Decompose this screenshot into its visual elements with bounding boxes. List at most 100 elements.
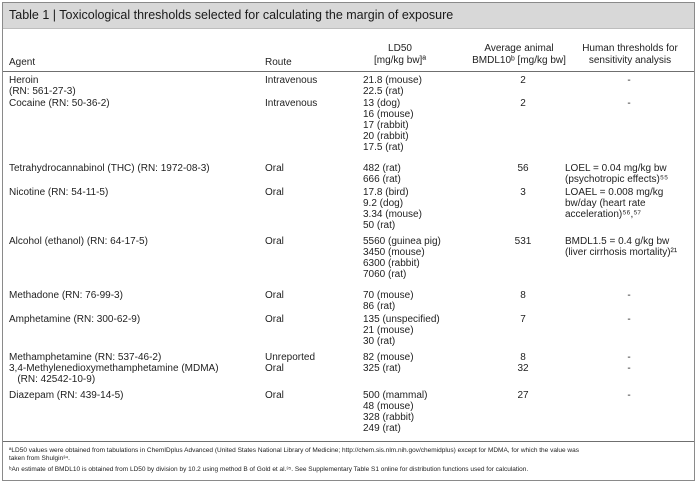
route-cell: Oral bbox=[265, 290, 284, 301]
ld50-cell-line: 70 (mouse) bbox=[363, 290, 414, 301]
ld50-cell-line: 328 (rabbit) bbox=[363, 412, 415, 423]
header-human: Human thresholds for sensitivity analysi… bbox=[571, 43, 689, 67]
ld50-cell-line: 22.5 (rat) bbox=[363, 86, 404, 97]
ld50-cell: 70 (mouse) 86 (rat) bbox=[341, 290, 463, 312]
human-threshold-cell-line: - bbox=[627, 363, 631, 374]
human-threshold-cell-line: acceleration)⁵⁶,⁵⁷ bbox=[565, 209, 642, 220]
human-threshold-cell-line: (liver cirrhosis mortality)²¹ bbox=[565, 247, 678, 258]
table-frame: Table 1 | Toxicological thresholds selec… bbox=[2, 2, 695, 481]
header-human-line2: sensitivity analysis bbox=[588, 55, 672, 66]
ld50-cell-line: 135 (unspecified) bbox=[363, 314, 440, 325]
human-threshold-cell-line: - bbox=[627, 314, 631, 325]
human-threshold-cell: - bbox=[565, 98, 693, 109]
ld50-cell-line: 16 (mouse) bbox=[363, 109, 414, 120]
agent-cell: Tetrahydrocannabinol (THC) (RN: 1972-08-… bbox=[9, 163, 210, 174]
route-cell: Intravenous bbox=[265, 75, 318, 86]
table-title: Table 1 | Toxicological thresholds selec… bbox=[9, 8, 454, 22]
ld50-cell-line: 82 (mouse) bbox=[363, 352, 414, 363]
ld50-cell: 482 (rat) 666 (rat) bbox=[341, 163, 463, 185]
bmdl-cell: 8 bbox=[520, 352, 526, 363]
footer-rule bbox=[3, 441, 694, 442]
agent-cell: Nicotine (RN: 54-11-5) bbox=[9, 187, 108, 198]
human-threshold-cell: LOAEL = 0.008 mg/kg bw/day (heart rate acc… bbox=[565, 187, 693, 220]
ld50-cell: 82 (mouse) bbox=[341, 352, 463, 363]
ld50-cell-line: 17 (rabbit) bbox=[363, 120, 409, 131]
header-route: Route bbox=[265, 57, 292, 68]
agent-cell: Methadone (RN: 76-99-3) bbox=[9, 290, 123, 301]
ld50-cell: 5560 (guinea pig) 3450 (mouse) 6300 (rabbi… bbox=[341, 236, 463, 280]
route-cell: Intravenous bbox=[265, 98, 318, 109]
human-threshold-cell: - bbox=[565, 75, 693, 86]
bmdl-cell: 7 bbox=[520, 314, 526, 325]
ld50-cell-line: 6300 (rabbit) bbox=[363, 258, 420, 269]
ld50-cell-line: 9.2 (dog) bbox=[363, 198, 404, 209]
bmdl-cell: 27 bbox=[517, 390, 529, 401]
header-bmdl-line2: BMDL10ᵇ [mg/kg bw] bbox=[472, 55, 566, 66]
agent-cell: Alcohol (ethanol) (RN: 64-17-5) bbox=[9, 236, 148, 247]
human-threshold-cell: - bbox=[565, 314, 693, 325]
agent-cell-line: (RN: 42542-10-9) bbox=[9, 374, 96, 385]
agent-cell-line: Methamphetamine (RN: 537-46-2) bbox=[9, 352, 162, 363]
ld50-cell-line: 3.34 (mouse) bbox=[363, 209, 422, 220]
footnote-b: ᵇAn estimate of BMDL10 is obtained from … bbox=[9, 466, 529, 473]
bmdl-cell: 8 bbox=[520, 290, 526, 301]
route-cell: Oral bbox=[265, 363, 284, 374]
ld50-cell-line: 3450 (mouse) bbox=[363, 247, 425, 258]
ld50-cell-line: 48 (mouse) bbox=[363, 401, 414, 412]
header-bmdl: Average animal BMDL10ᵇ [mg/kg bw] bbox=[461, 43, 577, 67]
ld50-cell-line: 21.8 (mouse) bbox=[363, 75, 422, 86]
ld50-cell-line: 20 (rabbit) bbox=[363, 131, 409, 142]
ld50-cell-line: 50 (rat) bbox=[363, 220, 396, 231]
ld50-cell-line: 13 (dog) bbox=[363, 98, 401, 109]
bmdl-cell: 3 bbox=[520, 187, 526, 198]
agent-cell-line: Methadone (RN: 76-99-3) bbox=[9, 290, 123, 301]
bmdl-cell: 56 bbox=[517, 163, 529, 174]
human-threshold-cell-line: BMDL1.5 = 0.4 g/kg bw bbox=[565, 236, 670, 247]
ld50-cell-line: 86 (rat) bbox=[363, 301, 396, 312]
route-cell: Oral bbox=[265, 187, 284, 198]
ld50-cell-line: 17.5 (rat) bbox=[363, 142, 404, 153]
header-rule bbox=[3, 71, 694, 72]
ld50-cell-line: 325 (rat) bbox=[363, 363, 401, 374]
human-threshold-cell: - bbox=[565, 390, 693, 401]
ld50-cell-line: 21 (mouse) bbox=[363, 325, 414, 336]
agent-cell-line: Alcohol (ethanol) (RN: 64-17-5) bbox=[9, 236, 148, 247]
human-threshold-cell-line: - bbox=[627, 290, 631, 301]
human-threshold-cell: - bbox=[565, 363, 693, 374]
bmdl-cell: 2 bbox=[520, 98, 526, 109]
ld50-cell-line: 30 (rat) bbox=[363, 336, 396, 347]
agent-cell-line: Heroin bbox=[9, 75, 39, 86]
header-ld50: LD50 [mg/kg bw]ª bbox=[345, 43, 455, 67]
ld50-cell: 325 (rat) bbox=[341, 363, 463, 374]
title-bar: Table 1 | Toxicological thresholds selec… bbox=[3, 3, 694, 29]
ld50-cell-line: 482 (rat) bbox=[363, 163, 401, 174]
agent-cell-line: Diazepam (RN: 439-14-5) bbox=[9, 390, 124, 401]
route-cell: Oral bbox=[265, 314, 284, 325]
ld50-cell-line: 500 (mammal) bbox=[363, 390, 428, 401]
agent-cell-line: Tetrahydrocannabinol (THC) (RN: 1972-08-… bbox=[9, 163, 210, 174]
human-threshold-cell: BMDL1.5 = 0.4 g/kg bw (liver cirrhosis mo… bbox=[565, 236, 693, 258]
ld50-cell-line: 7060 (rat) bbox=[363, 269, 407, 280]
human-threshold-cell-line: bw/day (heart rate bbox=[565, 198, 646, 209]
ld50-cell-line: 666 (rat) bbox=[363, 174, 401, 185]
bmdl-cell: 32 bbox=[517, 363, 529, 374]
agent-cell: 3,4-Methylenedioxymethamphetamine (MDMA)… bbox=[9, 363, 219, 385]
header-human-line1: Human thresholds for bbox=[582, 43, 678, 54]
agent-cell-line: Nicotine (RN: 54-11-5) bbox=[9, 187, 109, 198]
agent-cell-line: Amphetamine (RN: 300-62-9) bbox=[9, 314, 141, 325]
human-threshold-cell: - bbox=[565, 352, 693, 363]
route-cell: Oral bbox=[265, 390, 284, 401]
header-ld50-line2: [mg/kg bw]ª bbox=[373, 55, 427, 66]
human-threshold-cell-line: - bbox=[627, 98, 631, 109]
route-cell: Oral bbox=[265, 236, 284, 247]
human-threshold-cell: LOEL = 0.04 mg/kg bw (psychotropic effect… bbox=[565, 163, 693, 185]
footnote-a: ªLD50 values were obtained from tabulati… bbox=[9, 447, 689, 463]
ld50-cell-line: 5560 (guinea pig) bbox=[363, 236, 441, 247]
human-threshold-cell-line: - bbox=[627, 75, 631, 86]
human-threshold-cell-line: LOAEL = 0.008 mg/kg bbox=[565, 187, 664, 198]
ld50-cell-line: 249 (rat) bbox=[363, 423, 401, 434]
ld50-cell-line: 17.8 (bird) bbox=[363, 187, 409, 198]
agent-cell: Diazepam (RN: 439-14-5) bbox=[9, 390, 124, 401]
human-threshold-cell-line: - bbox=[627, 352, 631, 363]
human-threshold-cell-line: LOEL = 0.04 mg/kg bw bbox=[565, 163, 667, 174]
